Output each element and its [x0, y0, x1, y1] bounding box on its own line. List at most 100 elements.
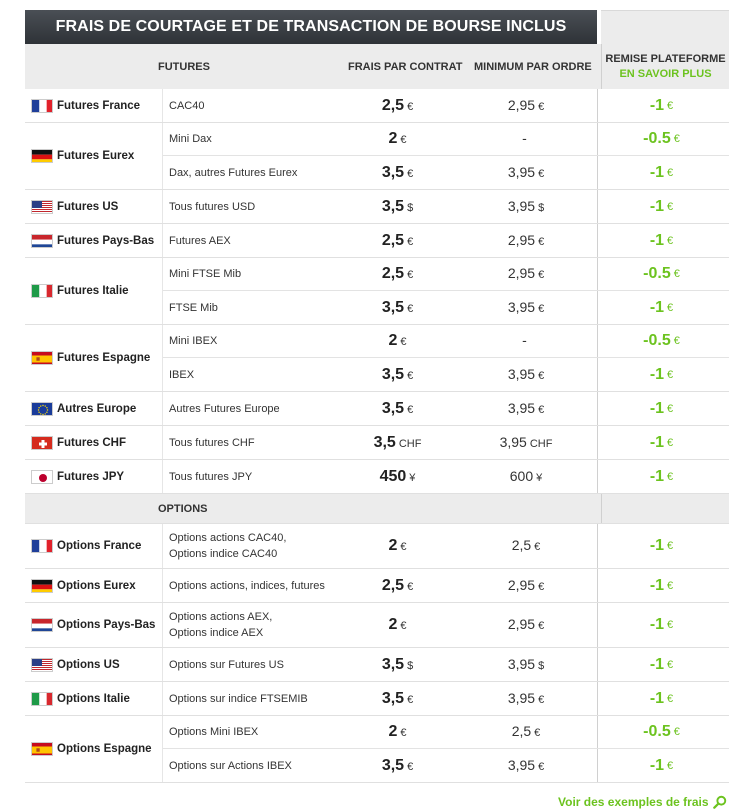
frais-value: 3,5 — [381, 163, 405, 181]
group-name: Autres Europe — [57, 402, 137, 415]
frais-cell: 2 € — [336, 130, 459, 148]
table-row: Mini IBEX 2 € - -0.5 € — [163, 325, 729, 358]
group-name: Futures Pays-Bas — [57, 234, 155, 247]
group-name: Options Eurex — [57, 579, 136, 592]
group-label: Futures JPY — [25, 460, 163, 493]
frais-cell: 2 € — [336, 537, 459, 555]
options-section: Options France Options actions CAC40, Opti… — [25, 524, 729, 783]
remise-value: -1 — [649, 655, 665, 673]
voir-exemples-link[interactable]: Voir des exemples de frais — [558, 795, 727, 809]
group-label: Futures Pays-Bas — [25, 224, 163, 257]
flag-ch-icon — [31, 435, 53, 450]
frais-unit: € — [407, 693, 414, 706]
product-name: Mini IBEX — [169, 335, 218, 347]
remise-unit: € — [667, 368, 674, 381]
flag-it-icon — [31, 284, 53, 298]
frais-unit: € — [407, 302, 414, 315]
product-name: Futures AEX — [169, 234, 231, 247]
group-label: Options Italie — [25, 682, 163, 715]
flag-fr-icon — [31, 539, 53, 553]
minimum-value: 2,5 — [511, 723, 532, 739]
remise-value: -1 — [649, 365, 665, 383]
frais-value: 3,5 — [381, 689, 405, 707]
frais-cell: 3,5 $ — [336, 198, 459, 216]
frais-unit: € — [400, 727, 407, 739]
remise-cell: -0.5 € — [597, 325, 725, 357]
frais-unit: $ — [407, 201, 414, 214]
remise-cell: -0.5 € — [597, 123, 725, 155]
minimum-unit: € — [538, 269, 545, 281]
frais-unit: € — [407, 369, 414, 382]
remise-value: -1 — [649, 399, 665, 417]
frais-value: 450 — [379, 467, 407, 485]
group-options-espagne: Options Espagne Options Mini IBEX 2 €2,5 € -0… — [25, 716, 729, 783]
minimum-unit: € — [534, 541, 541, 553]
remise-value: -1 — [649, 298, 665, 316]
remise-value: -1 — [649, 433, 665, 451]
product-name: IBEX — [169, 368, 195, 381]
frais-cell: 3,5 € — [336, 400, 459, 418]
voir-exemples-label: Voir des exemples de frais — [558, 795, 709, 809]
minimum-cell: 3,95 € — [459, 690, 593, 708]
remise-unit: € — [673, 726, 680, 738]
frais-unit: $ — [407, 659, 414, 672]
frais-value: 2 — [388, 723, 398, 740]
minimum-cell: - — [459, 130, 593, 148]
flag-us-icon — [31, 199, 53, 214]
remise-unit: € — [667, 692, 674, 705]
remise-value: -1 — [649, 96, 665, 114]
column-headers: FUTURES FRAIS PAR CONTRAT MINIMUM PAR OR… — [25, 44, 597, 89]
remise-unit: € — [667, 470, 674, 483]
remise-cell: -1 € — [597, 190, 725, 223]
minimum-cell: 2,95 € — [459, 265, 593, 283]
group-futures-france: Futures France CAC40 2,5 €2,95 € -1 € — [25, 89, 729, 123]
remise-unit: € — [667, 99, 674, 112]
group-label: Options Espagne — [25, 716, 163, 782]
group-futures-eurex: Futures Eurex Mini Dax 2 € - -0.5 € Dax, autres… — [25, 123, 729, 190]
en-savoir-plus-link[interactable]: EN SAVOIR PLUS — [619, 67, 712, 80]
frais-cell: 2,5 € — [336, 97, 459, 115]
remise-cell: -1 € — [597, 392, 725, 425]
header-minimum-par-ordre: MINIMUM PAR ORDRE — [474, 60, 592, 73]
table-row: Options sur indice FTSEMIB 3,5 €3,95 € -1 € — [163, 682, 729, 715]
table-row: Options actions AEX, Options indice AEX 2 €… — [163, 603, 729, 647]
table-title: FRAIS DE COURTAGE ET DE TRANSACTION DE B… — [25, 10, 597, 44]
minimum-value: 2,95 — [507, 96, 536, 113]
frais-cell: 2 € — [336, 616, 459, 634]
product-name: Options actions CAC40, Options indice CAC… — [169, 532, 287, 560]
table-row: Options sur Actions IBEX 3,5 €3,95 € -1 € — [163, 749, 729, 782]
frais-value: 3,5 — [381, 298, 405, 316]
group-label: Futures France — [25, 89, 163, 122]
header-frais-par-contrat: FRAIS PAR CONTRAT — [348, 60, 463, 73]
group-name: Options Pays-Bas — [57, 619, 156, 631]
product-name: Tous futures CHF — [169, 436, 255, 449]
minimum-cell: 3,95 € — [459, 366, 593, 384]
minimum-cell: 3,95 € — [459, 757, 593, 775]
frais-cell: 3,5 € — [336, 164, 459, 182]
table-row: Options sur Futures US 3,5 $3,95 $ -1 € — [163, 648, 729, 681]
group-name: Options Italie — [57, 692, 130, 705]
table-row: Tous futures JPY 450 ¥600 ¥ -1 € — [163, 460, 729, 493]
product-name: Mini FTSE Mib — [169, 268, 242, 280]
minimum-value: - — [522, 130, 527, 146]
product-name: Autres Futures Europe — [169, 402, 280, 415]
remise-cell: -1 € — [597, 156, 725, 189]
group-name: Futures Italie — [57, 285, 129, 297]
group-futures-pays-bas: Futures Pays-Bas Futures AEX 2,5 €2,95 € -1 € — [25, 224, 729, 258]
remise-cell: -1 € — [597, 460, 725, 493]
group-options-france: Options France Options actions CAC40, Opti… — [25, 524, 729, 569]
table-row: Mini FTSE Mib 2,5 €2,95 € -0.5 € — [163, 258, 729, 291]
frais-unit: CHF — [398, 437, 422, 450]
product-name: Options actions AEX, Options indice AEX — [169, 611, 273, 639]
minimum-value: - — [522, 332, 527, 348]
remise-cell: -1 € — [597, 426, 725, 459]
group-options-italie: Options Italie Options sur indice FTSEMIB… — [25, 682, 729, 716]
remise-unit: € — [667, 166, 674, 179]
frais-value: 3,5 — [381, 197, 405, 215]
product-name: FTSE Mib — [169, 301, 218, 314]
minimum-cell: - — [459, 332, 593, 350]
minimum-value: 2,95 — [507, 231, 536, 248]
remise-cell: -1 € — [597, 569, 725, 602]
header-remise: REMISE PLATEFORME EN SAVOIR PLUS — [601, 44, 729, 89]
remise-unit: € — [667, 579, 674, 592]
